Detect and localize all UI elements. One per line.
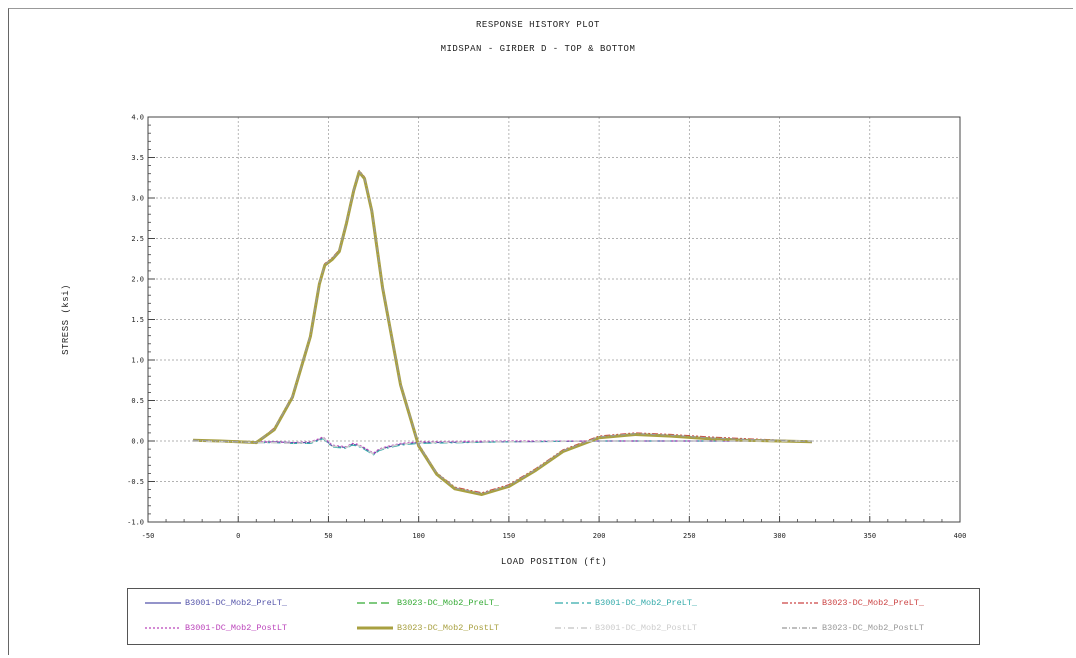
y-tick-label: 0.0: [131, 438, 144, 446]
y-tick-label: -1.0: [127, 519, 144, 527]
legend-label: B3023-DC_Mob2_PostLT: [397, 623, 500, 633]
legend-item-6: B3023-DC_Mob2_PostLT: [355, 621, 499, 635]
y-axis-label: STRESS (ksi): [61, 284, 71, 355]
y-tick-label: 1.5: [131, 316, 144, 324]
y-tick-label: 4.0: [131, 114, 144, 122]
legend-item-8: B3023-DC_Mob2_PostLT: [780, 621, 924, 635]
x-tick-label: 100: [412, 532, 425, 540]
legend-label: B3023-DC_Mob2_PostLT: [822, 623, 925, 633]
legend-swatch: [357, 602, 393, 604]
y-tick-label: 3.0: [131, 195, 144, 203]
legend-swatch: [555, 602, 591, 604]
y-tick-label: 2.5: [131, 235, 144, 243]
x-tick-label: 400: [954, 532, 967, 540]
x-tick-label: 350: [863, 532, 876, 540]
legend-label: B3023-DC_Mob2_PreLT_: [397, 598, 500, 608]
chart-title: RESPONSE HISTORY PLOT: [476, 20, 600, 30]
figure-frame: [8, 8, 1073, 655]
chart-subtitle: MIDSPAN - GIRDER D - TOP & BOTTOM: [440, 44, 636, 54]
chart-plot: -50 0 50 100 150 200 250 300 350 400 -1.0 -0.5 0.0 0.…: [61, 114, 966, 568]
series-line-2: [193, 170, 813, 495]
x-tick-label: 200: [593, 532, 606, 540]
x-axis-label: LOAD POSITION (ft): [501, 557, 607, 567]
legend-item-4: B3023-DC_Mob2_PreLT_: [780, 596, 924, 610]
y-tick-label: 2.0: [131, 276, 144, 284]
legend-item-5: B3001-DC_Mob2_PostLT: [143, 621, 287, 635]
y-tick-label: -0.5: [127, 478, 144, 486]
legend-label: B3001-DC_Mob2_PostLT: [185, 623, 288, 633]
legend-label: B3023-DC_Mob2_PreLT_: [822, 598, 925, 608]
x-tick-label: 300: [773, 532, 786, 540]
legend-item-1: B3001-DC_Mob2_PreLT_: [143, 596, 287, 610]
legend-item-2: B3023-DC_Mob2_PreLT_: [355, 596, 499, 610]
series-line-3: [193, 438, 812, 456]
legend-swatch: [145, 602, 181, 604]
legend-swatch: [782, 602, 818, 604]
legend-swatch: [145, 627, 181, 629]
legend-label: B3001-DC_Mob2_PreLT_: [185, 598, 288, 608]
y-tick-label: 1.0: [131, 357, 144, 365]
legend-swatch: [357, 626, 393, 630]
legend-swatch: [555, 627, 591, 629]
series-layer: [193, 169, 813, 496]
y-tick-label: 3.5: [131, 154, 144, 162]
y-tick-label: 0.5: [131, 397, 144, 405]
series-line-6: [193, 170, 813, 496]
grid-lines: [148, 117, 960, 522]
x-tick-label: 0: [236, 532, 240, 540]
legend-label: B3001-DC_Mob2_PostLT: [595, 623, 698, 633]
legend-label: B3001-DC_Mob2_PreLT_: [595, 598, 698, 608]
legend-item-3: B3001-DC_Mob2_PreLT_: [553, 596, 697, 610]
series-line-8: [193, 170, 813, 495]
axis-ticks: -50 0 50 100 150 200 250 300 350 400 -1.0 -0.5 0.0 0.…: [127, 114, 966, 541]
x-tick-label: 150: [503, 532, 516, 540]
legend-item-7: B3001-DC_Mob2_PostLT: [553, 621, 697, 635]
x-tick-label: 50: [324, 532, 332, 540]
x-tick-label: -50: [142, 532, 155, 540]
series-line-4: [193, 169, 813, 494]
legend: B3001-DC_Mob2_PreLT_ B3023-DC_Mob2_PreLT_…: [127, 588, 980, 645]
legend-swatch: [782, 627, 818, 629]
x-tick-label: 250: [683, 532, 696, 540]
